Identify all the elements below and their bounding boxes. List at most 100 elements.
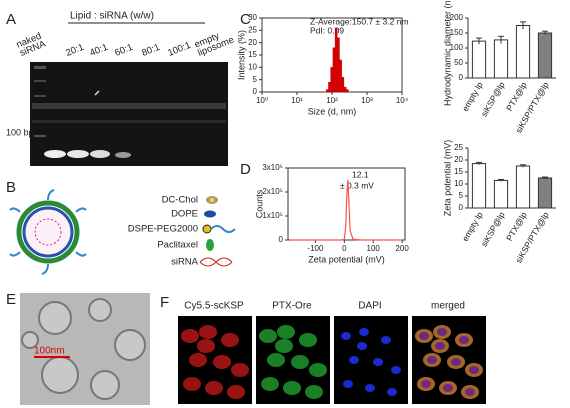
y-tick-label: 30 bbox=[248, 13, 257, 22]
cell bbox=[275, 339, 293, 353]
nucleus bbox=[359, 328, 369, 336]
annotation: PdI: 0.09 bbox=[310, 25, 344, 35]
nucleus bbox=[349, 356, 359, 364]
cell bbox=[259, 329, 277, 343]
legend-label: Paclitaxel bbox=[157, 240, 198, 251]
bar bbox=[493, 39, 509, 79]
nucleus bbox=[427, 356, 437, 364]
x-tick-label: 0 bbox=[342, 244, 347, 253]
legend-label: siRNA bbox=[171, 257, 199, 268]
y-tick-label: 15 bbox=[454, 167, 463, 176]
cell bbox=[261, 377, 279, 391]
cell bbox=[277, 325, 295, 339]
x-tick-label: 100 bbox=[367, 244, 381, 253]
y-axis-label: Intensity (%) bbox=[236, 30, 246, 80]
nucleus bbox=[469, 366, 479, 374]
y-tick-label: 10 bbox=[454, 179, 463, 188]
y-tick-label: 3x10⁵ bbox=[262, 163, 283, 172]
nucleus bbox=[391, 366, 401, 374]
panel-label: A bbox=[6, 11, 16, 28]
histogram-bar bbox=[332, 47, 336, 93]
nucleus bbox=[459, 336, 469, 344]
histogram-bar bbox=[325, 89, 329, 93]
y-tick-label: 0 bbox=[279, 235, 284, 244]
y-tick-label: 0 bbox=[253, 87, 258, 96]
image-label: merged bbox=[431, 301, 465, 312]
image-label: Cy5.5-scKSP bbox=[184, 301, 244, 312]
y-tick-label: 100 bbox=[450, 43, 464, 52]
cell bbox=[199, 325, 217, 339]
plot-frame bbox=[287, 167, 406, 241]
legend-icons bbox=[199, 196, 236, 267]
y-tick-label: 15 bbox=[248, 50, 257, 59]
y-axis-label: Hydrodynamic diameter (nm) bbox=[442, 0, 452, 106]
nucleus bbox=[421, 380, 431, 388]
histogram-bar bbox=[339, 59, 342, 93]
cell bbox=[267, 353, 285, 367]
y-axis-label: Zeta potential (mV) bbox=[442, 140, 452, 217]
annotation: Z-Average:150.7 ± 3.2 nm bbox=[310, 16, 409, 26]
x-tick-label: 10¹ bbox=[291, 96, 303, 105]
nucleus bbox=[341, 332, 351, 340]
histogram-bar bbox=[341, 77, 345, 93]
annotation: 12.1 bbox=[352, 169, 369, 179]
gel-bands bbox=[32, 66, 226, 158]
x-tick-label: 10² bbox=[326, 96, 338, 105]
cell bbox=[231, 363, 249, 377]
annotation: ± 0.3 mV bbox=[340, 180, 374, 190]
panel-label: C bbox=[240, 11, 251, 28]
image-label: DAPI bbox=[358, 301, 381, 312]
cell bbox=[283, 381, 301, 395]
histogram-bar bbox=[346, 89, 349, 93]
line bbox=[289, 179, 403, 241]
y-tick-label: 25 bbox=[248, 25, 257, 34]
y-tick-label: 5 bbox=[253, 75, 258, 84]
cell bbox=[197, 339, 215, 353]
image-label: PTX-Ore bbox=[272, 301, 312, 312]
x-tick-label: 200 bbox=[395, 244, 409, 253]
nucleus bbox=[437, 328, 447, 336]
y-tick-label: 10 bbox=[248, 62, 257, 71]
liposome bbox=[9, 189, 87, 275]
y-tick-label: 1x10⁵ bbox=[262, 211, 283, 220]
histogram-bar bbox=[328, 81, 331, 93]
nucleus bbox=[373, 358, 383, 366]
x-tick-label: 10⁰ bbox=[256, 96, 268, 105]
y-tick-label: 25 bbox=[454, 143, 463, 152]
legend-label: DC-Chol bbox=[162, 195, 198, 206]
nucleus bbox=[443, 384, 453, 392]
scale-bar-label: 100nm bbox=[34, 346, 65, 357]
y-tick-label: 150 bbox=[450, 28, 464, 37]
nucleus bbox=[381, 336, 391, 344]
histogram-bar bbox=[343, 86, 347, 93]
nucleus bbox=[365, 384, 375, 392]
cell bbox=[181, 329, 199, 343]
marker-arrow bbox=[10, 140, 29, 148]
y-tick-label: 200 bbox=[450, 13, 464, 22]
x-tick-label: 10³ bbox=[361, 96, 373, 105]
tem-vesicles bbox=[21, 298, 146, 400]
panel-label: F bbox=[160, 294, 169, 311]
histogram-bar bbox=[330, 67, 334, 93]
cell bbox=[221, 333, 239, 347]
bar bbox=[493, 179, 509, 209]
y-tick-label: 20 bbox=[248, 38, 257, 47]
histogram-bar bbox=[337, 37, 340, 93]
bar bbox=[515, 25, 531, 79]
cell bbox=[205, 381, 223, 395]
cell bbox=[291, 355, 309, 369]
y-tick-label: 50 bbox=[454, 58, 463, 67]
gel bbox=[30, 62, 228, 166]
y-tick-label: 0 bbox=[459, 203, 464, 212]
cell bbox=[227, 385, 245, 399]
y-tick-label: 2x10⁵ bbox=[262, 187, 283, 196]
nucleus bbox=[465, 388, 475, 396]
lane-header: Lipid : siRNA (w/w) bbox=[70, 11, 154, 22]
bar bbox=[537, 32, 553, 79]
nucleus bbox=[343, 380, 353, 388]
bar bbox=[471, 163, 487, 209]
cell bbox=[213, 355, 231, 369]
nucleus bbox=[387, 388, 397, 396]
